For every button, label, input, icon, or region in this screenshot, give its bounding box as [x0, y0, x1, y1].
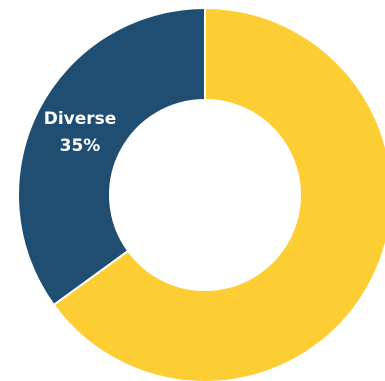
donut-slices [17, 6, 385, 381]
diverse-slice-label: Diverse [44, 109, 117, 129]
donut-slice-0 [52, 6, 385, 381]
diverse-slice-percent: 35% [60, 136, 101, 156]
donut-slice-1 [17, 6, 206, 307]
